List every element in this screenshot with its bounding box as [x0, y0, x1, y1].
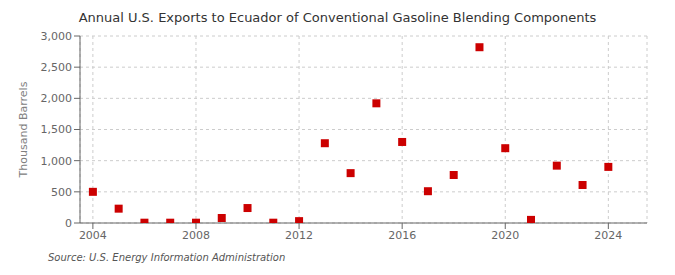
svg-text:2020: 2020	[491, 229, 519, 242]
svg-text:1,500: 1,500	[41, 123, 73, 136]
svg-text:2008: 2008	[182, 229, 210, 242]
html-text:Annual U.S. Exports to Ecuador: Annual U.S. Exports to Ecuador of Conven…	[78, 10, 597, 25]
svg-text:2024: 2024	[594, 229, 622, 242]
svg-text:2016: 2016	[388, 229, 416, 242]
svg-text:2004: 2004	[79, 229, 107, 242]
html-text:Source: U.S. Energy Informatio: Source: U.S. Energy Information Administ…	[48, 252, 286, 263]
svg-text:500: 500	[51, 186, 72, 199]
svg-text:2,000: 2,000	[41, 92, 73, 105]
svg-text:2,500: 2,500	[41, 61, 73, 74]
svg-text:2012: 2012	[285, 229, 313, 242]
svg-text:3,000: 3,000	[41, 30, 73, 43]
svg-text:Thousand Barrels: Thousand Barrels	[17, 81, 30, 178]
svg-text:1,000: 1,000	[41, 155, 73, 168]
svg-text:0: 0	[65, 217, 72, 230]
